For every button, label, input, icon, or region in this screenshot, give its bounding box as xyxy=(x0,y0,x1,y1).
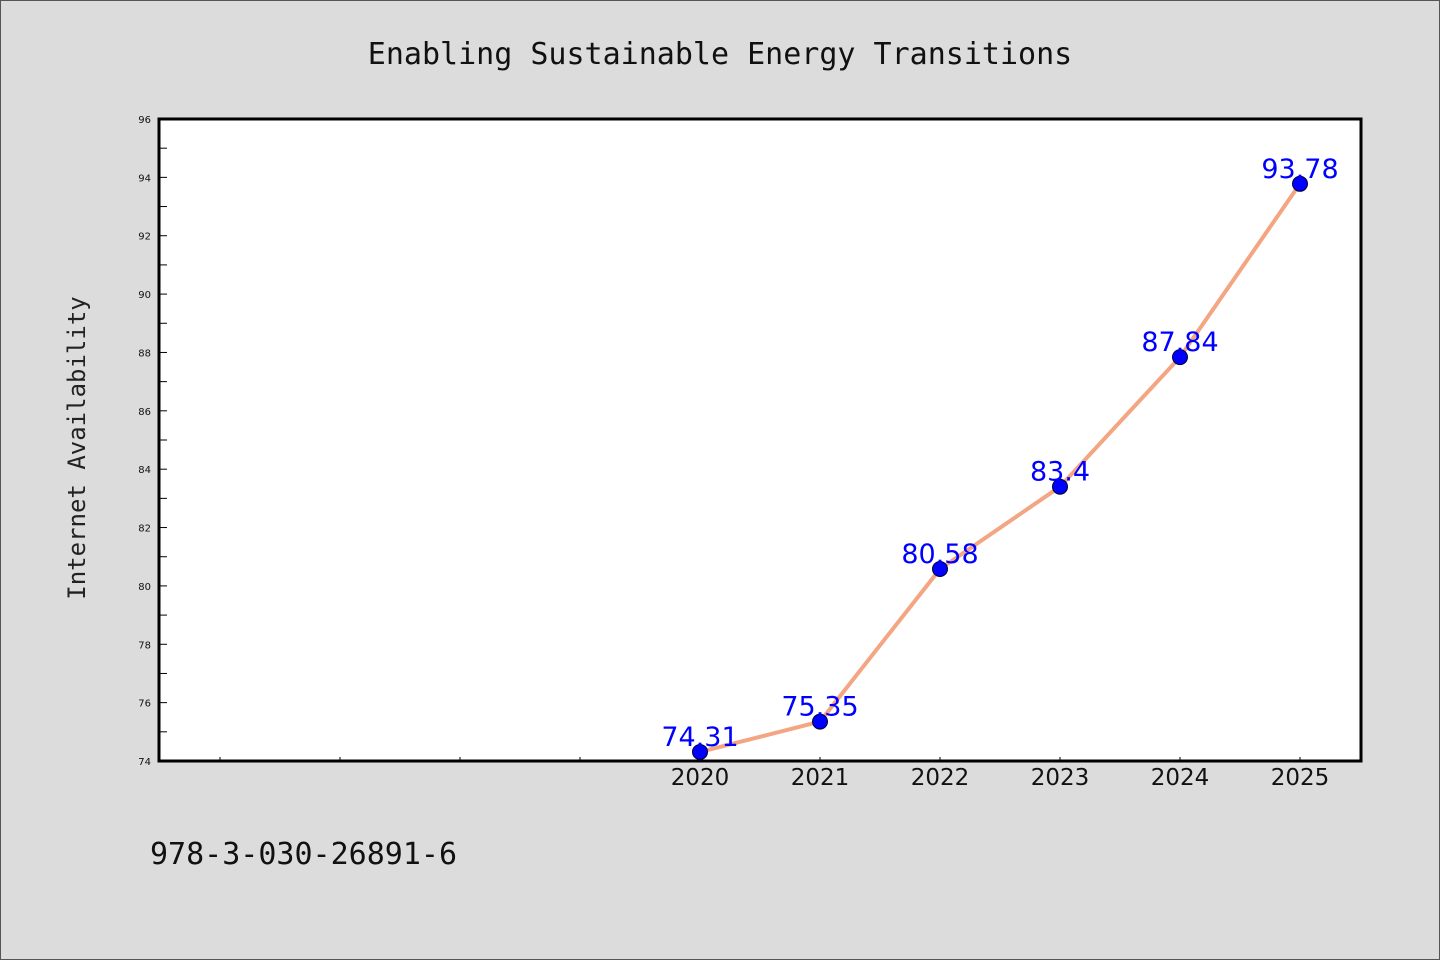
y-axis: 74 76 78 80 82 84 86 88 90 92 94 96 xyxy=(138,115,167,768)
data-point xyxy=(1172,349,1188,366)
y-tick-label: 76 xyxy=(138,699,151,710)
data-point xyxy=(1292,175,1308,192)
data-label: 93.78 xyxy=(1261,154,1338,185)
data-point xyxy=(1052,478,1068,495)
y-tick-label: 82 xyxy=(138,524,151,535)
x-tick-label: 2023 xyxy=(1031,765,1090,791)
x-axis: 2020 2021 2022 2023 2024 2025 xyxy=(219,757,1330,791)
data-point xyxy=(692,743,708,760)
x-tick-label: 2020 xyxy=(671,765,730,791)
x-tick-label: 2021 xyxy=(791,765,850,791)
y-tick-label: 84 xyxy=(138,465,151,476)
data-label: 75.35 xyxy=(781,692,858,723)
y-tick-label: 78 xyxy=(138,640,151,651)
footer-isbn: 978-3-030-26891-6 xyxy=(150,837,457,872)
y-tick-label: 74 xyxy=(138,757,151,768)
plot-area xyxy=(159,119,1361,761)
y-axis-label: Internet Availability xyxy=(63,296,91,599)
chart-title: Enabling Sustainable Energy Transitions xyxy=(368,37,1072,72)
y-tick-label: 96 xyxy=(138,115,151,126)
y-tick-label: 80 xyxy=(138,582,151,593)
data-label: 80.58 xyxy=(901,539,978,570)
series-layer: 74.31 75.35 80.58 83.4 87.84 93.78 xyxy=(661,154,1339,760)
plot-border xyxy=(157,117,1363,763)
data-label: 87.84 xyxy=(1141,327,1218,358)
y-tick-label: 88 xyxy=(138,348,151,359)
y-tick-label: 94 xyxy=(138,173,151,184)
x-tick-label: 2025 xyxy=(1271,765,1330,791)
y-tick-label: 92 xyxy=(138,232,151,243)
series-line xyxy=(698,181,1302,754)
y-tick-label: 90 xyxy=(138,290,151,301)
y-tick-label: 86 xyxy=(138,407,151,418)
data-label: 83.4 xyxy=(1030,457,1090,488)
data-label: 74.31 xyxy=(661,722,738,753)
data-point xyxy=(812,713,828,730)
x-tick-label: 2024 xyxy=(1151,765,1210,791)
x-tick-label: 2022 xyxy=(911,765,970,791)
data-point xyxy=(932,560,948,577)
